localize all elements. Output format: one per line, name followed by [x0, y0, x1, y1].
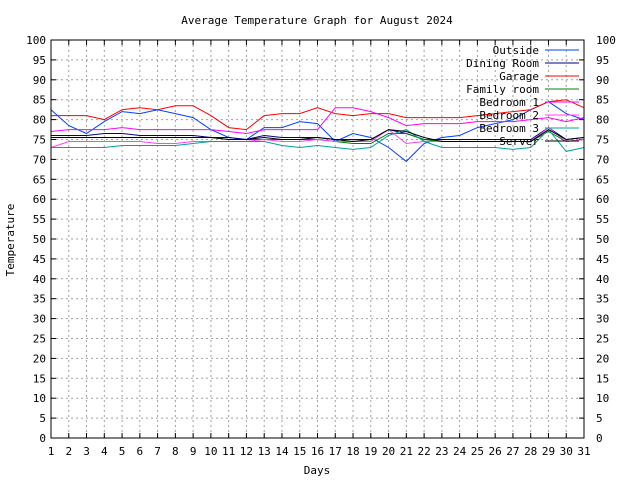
- y-tick-label: 25: [33, 333, 46, 346]
- x-tick-label: 25: [471, 445, 484, 458]
- y-tick-label: 100: [26, 34, 46, 47]
- x-tick-label: 19: [364, 445, 377, 458]
- y2-tick-label: 20: [596, 352, 609, 365]
- y-tick-label: 30: [33, 313, 46, 326]
- y2-tick-label: 25: [596, 333, 609, 346]
- y2-tick-label: 50: [596, 233, 609, 246]
- y-axis-label: Temperature: [4, 204, 17, 277]
- x-tick-label: 21: [400, 445, 413, 458]
- legend-label-bedroom-2: Bedroom 2: [479, 109, 539, 122]
- series-line-bedroom-3: [51, 128, 585, 152]
- x-tick-label: 13: [258, 445, 271, 458]
- x-tick-label: 10: [204, 445, 217, 458]
- x-tick-label: 17: [329, 445, 342, 458]
- y2-tick-label: 10: [596, 392, 609, 405]
- x-tick-label: 22: [417, 445, 430, 458]
- y2-tick-label: 55: [596, 213, 609, 226]
- x-tick-label: 30: [560, 445, 573, 458]
- series-line-outside: [50, 101, 585, 163]
- y-tick-label: 90: [33, 74, 46, 87]
- y2-tick-label: 75: [596, 134, 609, 147]
- y-tick-label: 0: [39, 432, 46, 445]
- y2-tick-label: 45: [596, 253, 609, 266]
- legend-label-family-room: Family room: [466, 83, 539, 96]
- y-tick-label: 55: [33, 213, 46, 226]
- y2-tick-label: 70: [596, 153, 609, 166]
- x-tick-label: 8: [172, 445, 179, 458]
- y-tick-label: 65: [33, 173, 46, 186]
- legend-label-outside: Outside: [493, 44, 539, 57]
- y2-tick-label: 60: [596, 193, 609, 206]
- y-tick-label: 60: [33, 193, 46, 206]
- x-tick-label: 4: [101, 445, 108, 458]
- x-tick-label: 16: [311, 445, 324, 458]
- y-tick-label: 20: [33, 352, 46, 365]
- x-tick-label: 9: [190, 445, 197, 458]
- x-tick-label: 3: [83, 445, 90, 458]
- y-tick-label: 10: [33, 392, 46, 405]
- x-tick-label: 6: [137, 445, 144, 458]
- y2-tick-label: 95: [596, 54, 609, 67]
- y2-tick-label: 15: [596, 372, 609, 385]
- y-tick-label: 40: [33, 273, 46, 286]
- series-line-garage: [51, 99, 585, 131]
- y-tick-label: 95: [33, 54, 46, 67]
- plot-frame: [50, 39, 585, 439]
- y-tick-label: 5: [39, 412, 46, 425]
- series-line-server: [51, 129, 585, 143]
- legend-label-bedroom-3: Bedroom 3: [479, 122, 539, 135]
- y2-tick-label: 30: [596, 313, 609, 326]
- x-tick-label: 1: [48, 445, 55, 458]
- y-tick-label: 35: [33, 293, 46, 306]
- y-tick-label: 70: [33, 153, 46, 166]
- x-tick-label: 15: [293, 445, 306, 458]
- grid-lines: [51, 40, 584, 438]
- legend-label-garage: Garage: [499, 70, 539, 83]
- y-tick-label: 80: [33, 114, 46, 127]
- x-tick-label: 12: [240, 445, 253, 458]
- y-tick-label: 50: [33, 233, 46, 246]
- y2-tick-label: 35: [596, 293, 609, 306]
- series-lines: [50, 99, 585, 163]
- y-tick-label: 75: [33, 134, 46, 147]
- y2-tick-label: 0: [596, 432, 603, 445]
- x-tick-label: 20: [382, 445, 395, 458]
- y2-tick-label: 5: [596, 412, 603, 425]
- y2-tick-label: 80: [596, 114, 609, 127]
- y-tick-label: 15: [33, 372, 46, 385]
- legend-label-bedroom-1: Bedroom 1: [479, 96, 539, 109]
- x-tick-label: 18: [346, 445, 359, 458]
- x-tick-label: 24: [453, 445, 467, 458]
- y2-tick-label: 65: [596, 173, 609, 186]
- y2-tick-label: 100: [596, 34, 616, 47]
- y-tick-label: 45: [33, 253, 46, 266]
- x-tick-label: 14: [275, 445, 289, 458]
- x-tick-label: 26: [489, 445, 502, 458]
- legend-label-dining-room: Dining Room: [466, 57, 539, 70]
- x-tick-label: 23: [435, 445, 448, 458]
- x-tick-label: 5: [119, 445, 126, 458]
- x-tick-label: 29: [542, 445, 555, 458]
- x-tick-label: 7: [154, 445, 161, 458]
- y2-tick-label: 90: [596, 74, 609, 87]
- x-axis-label: Days: [304, 464, 331, 477]
- y-tick-label: 85: [33, 94, 46, 107]
- y2-tick-label: 85: [596, 94, 609, 107]
- series-line-bedroom-1: [50, 107, 585, 135]
- x-tick-label: 31: [577, 445, 590, 458]
- y2-tick-label: 40: [596, 273, 609, 286]
- chart-title: Average Temperature Graph for August 202…: [181, 14, 453, 27]
- x-tick-label: 27: [506, 445, 519, 458]
- x-tick-label: 2: [65, 445, 72, 458]
- x-tick-label: 28: [524, 445, 537, 458]
- x-tick-label: 11: [222, 445, 235, 458]
- legend-label-server: Server: [499, 135, 539, 148]
